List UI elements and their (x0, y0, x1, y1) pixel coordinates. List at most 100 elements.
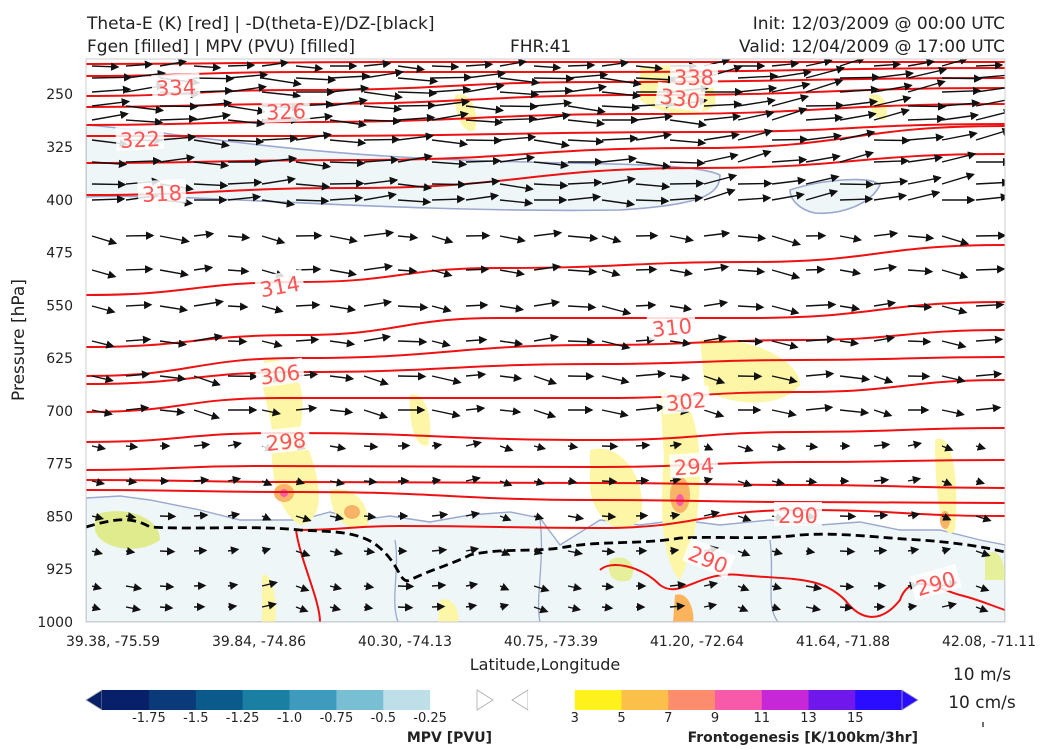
wind-vector (533, 86, 574, 96)
wind-vector (329, 443, 347, 452)
wind-vector (907, 154, 944, 163)
colorbar-segment (383, 690, 431, 710)
wind-vector (499, 59, 527, 67)
wind-vector (431, 339, 451, 348)
colorbar-tick-label: 9 (711, 711, 719, 726)
wind-vector (193, 409, 221, 420)
wind-vector (975, 178, 1005, 187)
svg-text:310: 310 (651, 314, 693, 342)
wind-vector (635, 161, 672, 170)
wind-vector (465, 370, 487, 380)
wind-vector (669, 338, 692, 347)
wind-vector (363, 409, 389, 420)
wind-vector (703, 580, 719, 589)
wind-vector (737, 302, 765, 312)
wind-vector (499, 513, 512, 522)
wind-vector (737, 233, 767, 242)
wind-vector (295, 161, 332, 170)
wind-vector (703, 188, 736, 201)
wind-vector (159, 235, 190, 245)
colorbar-segment (289, 690, 337, 710)
wind-vector (465, 335, 488, 345)
wind-vector (567, 105, 606, 115)
wind-vector (601, 477, 618, 486)
wind-vector (91, 159, 128, 169)
theta-e-contour (295, 508, 1005, 531)
theta-e-label: 314 (253, 269, 306, 302)
wind-vector (125, 231, 155, 240)
svg-text:334: 334 (155, 75, 196, 101)
wind-vector (737, 84, 778, 93)
wind-vector (499, 407, 522, 416)
wind-vector (907, 267, 934, 276)
wind-vector (839, 129, 876, 141)
wind-vector (601, 409, 629, 419)
wind-vector (873, 511, 889, 520)
wind-vector (125, 117, 164, 127)
wind-vector (295, 404, 318, 413)
wind-vector (533, 181, 569, 190)
svg-text:330: 330 (658, 84, 701, 113)
wind-vector (261, 305, 284, 314)
wind-vector (771, 235, 802, 247)
wind-vector (397, 64, 426, 73)
wind-vector (431, 62, 460, 71)
wind-vector (159, 407, 186, 416)
wind-vector (465, 105, 505, 114)
wind-vector (295, 131, 332, 141)
wind-vector (839, 338, 860, 347)
wind-vector (907, 174, 942, 185)
colorbar-tick-label: 3 (571, 711, 579, 726)
theta-e-label: 310 (646, 311, 697, 342)
theta-e-290-contour (295, 529, 1005, 622)
wind-vector (737, 337, 764, 346)
chart-title-line1: Theta-E (K) [red] | -D(theta-E)/DZ-[blac… (87, 14, 435, 34)
theta-e-label: 326 (261, 97, 311, 125)
wind-vector (907, 546, 920, 555)
wind-reference-vertical: 10 cm/s (948, 693, 1016, 713)
wind-vector (669, 580, 687, 590)
theta-e-label: 306 (254, 357, 306, 390)
wind-vector (975, 584, 990, 592)
wind-vector (907, 102, 947, 111)
y-tick-label: 775 (46, 457, 73, 473)
colorbar-tick-label: -0.75 (320, 711, 354, 726)
wind-vector (635, 369, 667, 379)
wind-vector (839, 512, 857, 521)
wind-vector (431, 269, 453, 278)
wind-vector (261, 408, 281, 417)
wind-vector (737, 604, 749, 613)
wind-vector (295, 514, 312, 523)
wind-vector (159, 582, 175, 591)
wind-vector (771, 340, 799, 350)
wind-vector (91, 235, 118, 246)
wind-reference-horizontal: 10 m/s (953, 665, 1011, 685)
wind-vector (397, 113, 436, 123)
wind-vector (227, 546, 240, 555)
wind-vector (703, 173, 738, 185)
wind-vector (397, 132, 435, 141)
wind-vector (91, 478, 106, 487)
wind-vector (159, 269, 189, 278)
svg-text:302: 302 (665, 388, 707, 416)
wind-vector (703, 334, 728, 343)
wind-vector (601, 91, 642, 100)
wind-vector (601, 235, 622, 244)
wind-vector (567, 137, 605, 146)
wind-vector (193, 74, 235, 83)
y-tick-label: 625 (46, 351, 73, 367)
wind-vector (431, 510, 449, 520)
wind-vector (125, 477, 138, 486)
wind-vector (431, 581, 447, 590)
theta-e-label: 334 (151, 72, 201, 101)
wind-vector (805, 189, 839, 201)
wind-vector (125, 604, 142, 613)
mpv-colorbar-label: MPV [PVU] (407, 730, 492, 746)
y-tick-label: 1000 (37, 615, 73, 631)
wind-vector (805, 65, 846, 79)
wind-vector (635, 63, 664, 73)
wind-vector (261, 77, 302, 88)
wind-vector (159, 603, 174, 612)
theta-e-label: 294 (669, 451, 719, 480)
wind-vector (669, 546, 680, 556)
